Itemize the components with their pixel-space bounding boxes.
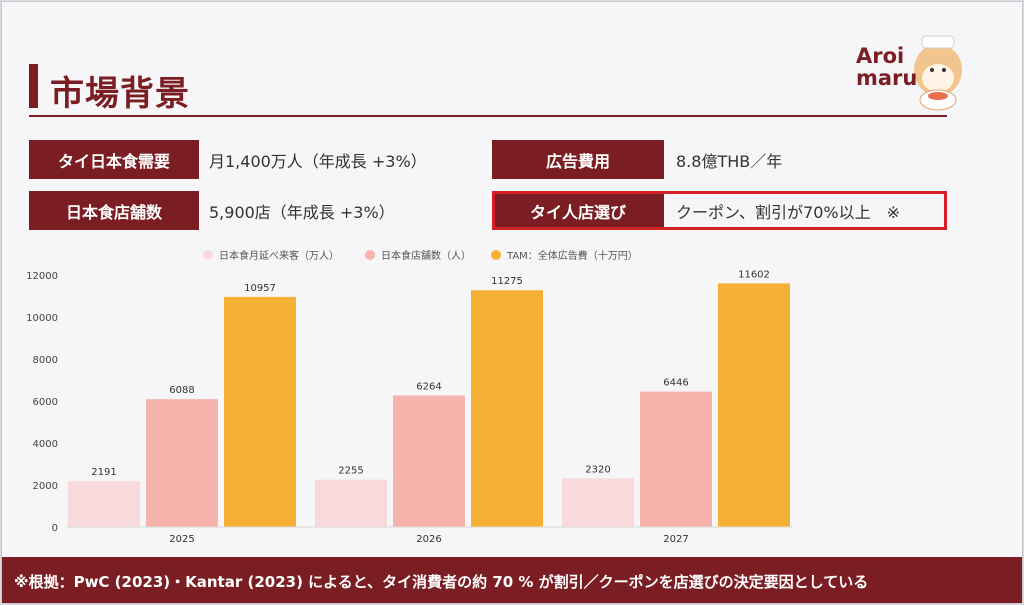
logo-word-maru: maru — [856, 66, 918, 90]
bar-value-label: 6264 — [416, 381, 441, 392]
legend-swatch — [491, 250, 501, 260]
y-tick-label: 6000 — [33, 397, 58, 408]
bar-value-label: 6446 — [663, 378, 688, 389]
legend-label: 日本食月延べ来客（万人） — [219, 249, 339, 262]
logo-word-aroi: Aroi — [856, 44, 905, 68]
y-tick-label: 2000 — [33, 481, 58, 492]
y-tick-label: 8000 — [33, 355, 58, 366]
bar-value-label: 6088 — [169, 385, 194, 396]
bar-value-label: 2191 — [91, 467, 116, 478]
page-title: 市場背景 — [50, 74, 190, 114]
legend-label: TAM：全体広告費（十万円） — [506, 249, 638, 262]
bar-value-label: 2255 — [338, 466, 363, 477]
label-store-count: 日本食店舗数 — [29, 191, 199, 230]
shiba-mascot-icon — [914, 35, 962, 111]
value-thai-demand: 月1,400万人（年成長 +3%） — [209, 151, 427, 171]
footer-note: ※根拠：PwC (2023)・Kantar (2023) によると、タイ消費者の… — [2, 557, 1022, 603]
bar — [471, 290, 543, 527]
bar-value-label: 11275 — [491, 276, 523, 287]
y-tick-label: 4000 — [33, 439, 58, 450]
aroimaru-logo: Aroi maru — [848, 30, 968, 118]
legend-label: 日本食店舗数（人） — [381, 249, 471, 262]
legend-swatch — [365, 250, 375, 260]
value-store-count: 5,900店（年成長 +3%） — [209, 202, 395, 222]
bar — [146, 399, 218, 527]
bar-value-label: 2320 — [585, 464, 610, 475]
y-tick-label: 12000 — [26, 271, 58, 282]
value-store-choice: クーポン、割引が70%以上 ※ — [676, 202, 901, 222]
store-choice-highlight — [492, 191, 947, 230]
x-tick-label: 2025 — [169, 534, 194, 545]
label-thai-demand: タイ日本食需要 — [29, 140, 199, 179]
bar — [640, 391, 712, 527]
label-store-choice: タイ人店選び — [492, 191, 664, 230]
bar-value-label: 10957 — [244, 283, 276, 294]
label-ad-cost: 広告費用 — [492, 140, 664, 179]
bar — [718, 283, 790, 527]
bar — [393, 395, 465, 527]
value-ad-cost: 8.8億THB／年 — [676, 151, 783, 171]
bar — [68, 480, 140, 527]
bar-chart: 0 2000 4000 6000 8000 10000 12000 日本食月延べ来客（万人） 日… — [26, 249, 792, 545]
title-accent-bar — [29, 64, 38, 108]
x-tick-label: 2027 — [663, 534, 688, 545]
x-tick-label: 2026 — [416, 534, 441, 545]
bar — [224, 296, 296, 527]
legend-swatch — [203, 250, 213, 260]
bar — [562, 478, 634, 527]
y-tick-label: 0 — [52, 523, 58, 534]
bar-value-label: 11602 — [738, 269, 770, 280]
y-tick-label: 10000 — [26, 313, 58, 324]
title-divider — [29, 115, 947, 117]
bar — [315, 479, 387, 527]
